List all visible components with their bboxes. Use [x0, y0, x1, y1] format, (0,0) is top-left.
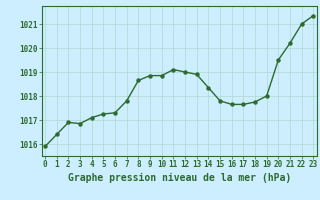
X-axis label: Graphe pression niveau de la mer (hPa): Graphe pression niveau de la mer (hPa) — [68, 173, 291, 183]
